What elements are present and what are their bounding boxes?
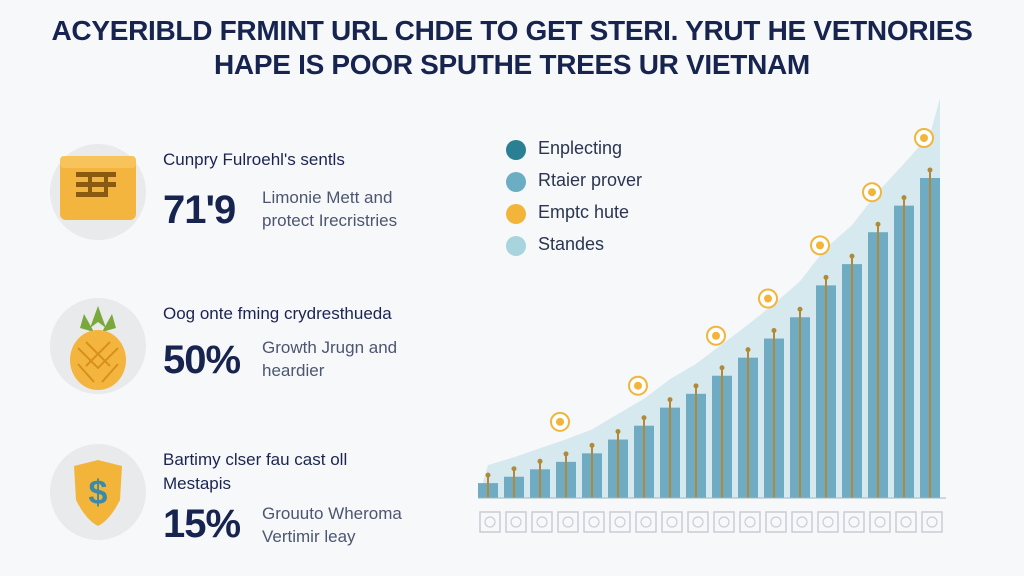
coin-icon-center [556, 417, 564, 426]
stat-icon-circle [50, 298, 146, 394]
coin-icon-center [634, 381, 642, 390]
stat-value: 15% [163, 502, 241, 546]
pattern-ring [796, 516, 808, 528]
legend-dot [506, 140, 526, 160]
pattern-ring [640, 516, 652, 528]
stat-heading-line-2: Mestapis [163, 474, 232, 493]
stat-block-1: Cunpry Fulroehl's sentls 71'9 Limonie Me… [50, 144, 470, 254]
pattern-tile [843, 511, 865, 533]
pattern-ring [822, 516, 834, 528]
stem-tip [511, 466, 517, 472]
stat-icon-circle: $ [50, 444, 146, 540]
folder-icon [60, 156, 136, 220]
stat-desc-line: Growth Jrugn and [262, 338, 398, 357]
pattern-ring [718, 516, 730, 528]
stat-desc-line: Limonie Mett and [262, 188, 393, 207]
pattern-tile [895, 511, 917, 533]
pattern-ring [588, 516, 600, 528]
stat-desc-line: heardier [262, 361, 325, 380]
pattern-tile [661, 511, 683, 533]
legend-label: Enplecting [538, 138, 623, 158]
pattern-ring [484, 516, 496, 528]
stem-tip [823, 274, 829, 280]
stem-tip [901, 195, 907, 201]
title-line-1: ACYERIBLD FRMINT URL CHDE TO GET STERI. … [51, 15, 973, 46]
stem-tip [797, 306, 803, 312]
pattern-ring [770, 516, 782, 528]
stat-desc: Grouuto Wheroma Vertimir leay [262, 502, 402, 548]
pattern-tile [869, 511, 891, 533]
pattern-ring [848, 516, 860, 528]
stem-tip [563, 451, 569, 457]
coin-icon-center [816, 241, 824, 250]
legend-dot [506, 236, 526, 256]
pattern-ring [666, 516, 678, 528]
pattern-tile [713, 511, 735, 533]
stat-value: 71'9 [163, 188, 236, 232]
pattern-tile [791, 511, 813, 533]
stat-desc: Growth Jrugn and heardier [262, 336, 397, 382]
pattern-tile [817, 511, 839, 533]
stem-tip [719, 365, 725, 371]
stem-tip [849, 253, 855, 259]
stem-tip [745, 347, 751, 353]
coin-icon-center [764, 294, 772, 303]
legend-label: Standes [538, 234, 605, 254]
pattern-ring [536, 516, 548, 528]
stem-tip [875, 221, 881, 227]
legend-dot [506, 172, 526, 192]
coin-icon-center [712, 331, 720, 340]
pattern-tile [739, 511, 761, 533]
pattern-tile [765, 511, 787, 533]
stat-desc: Limonie Mett and protect Irecristries [262, 186, 397, 232]
legend-dot [506, 204, 526, 224]
pattern-ring [614, 516, 626, 528]
stem-tip [693, 383, 699, 389]
pattern-tile [635, 511, 657, 533]
pattern-tile [505, 511, 527, 533]
stat-block-3: $ Bartimy clser fau cast oll Mestapis 15… [50, 444, 470, 554]
stem-tip [589, 442, 595, 448]
pattern-tile [531, 511, 553, 533]
stat-heading: Oog onte fming crydresthueda [163, 304, 392, 323]
page-title: ACYERIBLD FRMINT URL CHDE TO GET STERI. … [0, 14, 1024, 82]
stat-desc-line: Vertimir leay [262, 527, 356, 546]
stat-desc-line: protect Irecristries [262, 211, 398, 230]
dollar-shield-icon: $ [74, 460, 122, 526]
stem-tip [615, 429, 621, 435]
stem-tip [667, 397, 673, 403]
stem-tip [771, 328, 777, 334]
svg-text:$: $ [89, 474, 108, 512]
stem-tip [927, 167, 933, 173]
pattern-ring [874, 516, 886, 528]
coin-icon-center [868, 188, 876, 197]
pattern-ring [562, 516, 574, 528]
legend-label: Emptc hute [538, 202, 630, 222]
stat-icon-circle [50, 144, 146, 240]
stat-desc-line: Grouuto Wheroma [262, 504, 402, 523]
pineapple-icon [70, 306, 126, 390]
stem-tip [641, 415, 647, 421]
title-line-2: HAPE IS POOR SPUTHE TREES UR VIETNAM [214, 49, 810, 80]
pattern-ring [744, 516, 756, 528]
pattern-tile [479, 511, 501, 533]
stem-tip [537, 458, 543, 464]
stat-block-2: Oog onte fming crydresthueda 50% Growth … [50, 298, 470, 408]
pattern-ring [926, 516, 938, 528]
pattern-tile [921, 511, 943, 533]
stat-heading: Bartimy clser fau cast oll [163, 450, 348, 469]
pattern-tile [687, 511, 709, 533]
legend-label: Rtaier prover [538, 170, 643, 190]
pattern-ring [510, 516, 522, 528]
stem-tip [485, 472, 491, 478]
pattern-tile [609, 511, 631, 533]
pattern-ring [692, 516, 704, 528]
pattern-tile [557, 511, 579, 533]
coin-icon-center [920, 134, 928, 142]
pattern-tile [583, 511, 605, 533]
stat-heading: Cunpry Fulroehl's sentls [163, 150, 345, 169]
stat-value: 50% [163, 338, 241, 382]
growth-bar-chart [478, 98, 946, 533]
pattern-ring [900, 516, 912, 528]
